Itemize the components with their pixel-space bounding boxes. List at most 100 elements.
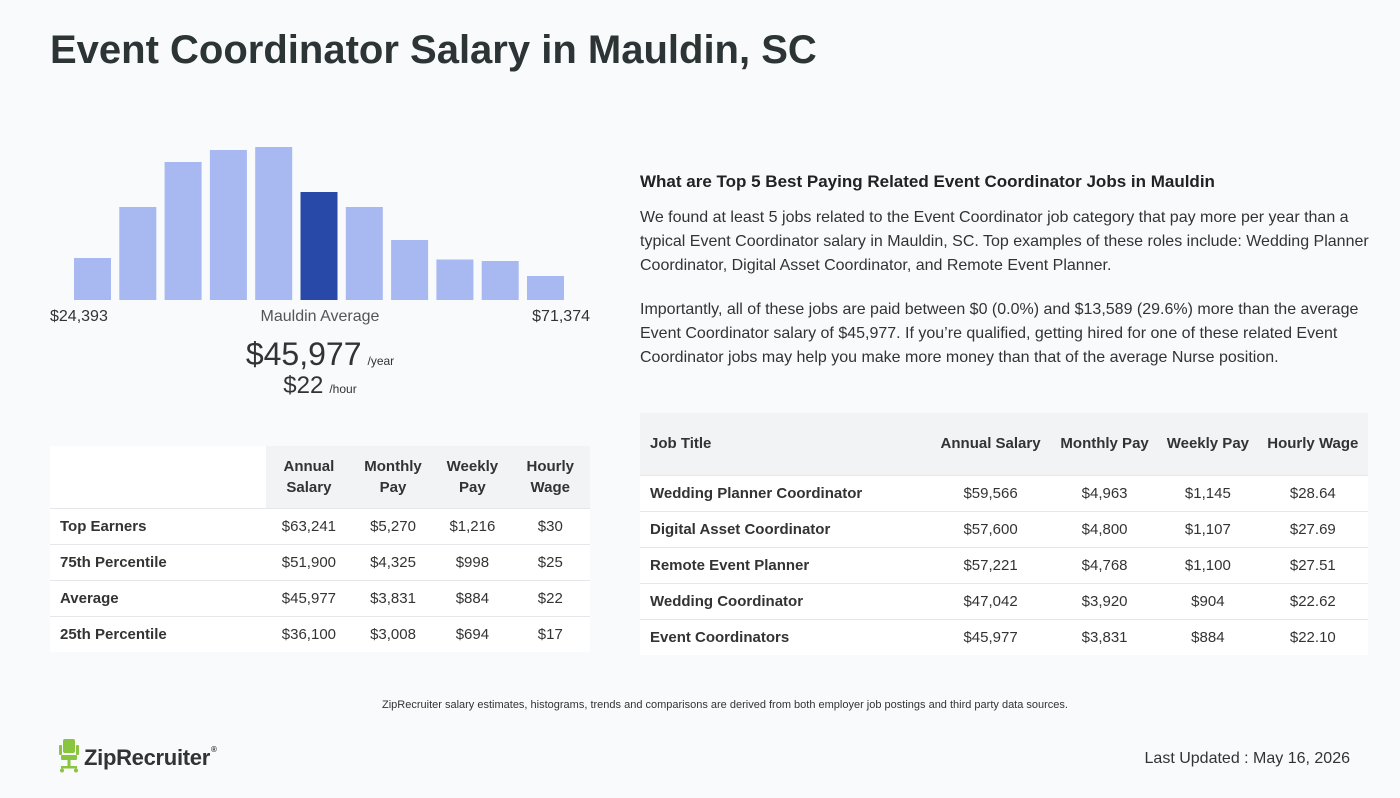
- header-monthly: Monthly Pay: [1051, 413, 1159, 475]
- percentile-cell: $51,900: [266, 543, 352, 580]
- job-cell: $57,600: [930, 510, 1052, 547]
- job-cell: $28.64: [1257, 474, 1368, 511]
- percentile-cell: $998: [434, 543, 511, 580]
- related-heading: What are Top 5 Best Paying Related Event…: [640, 172, 1215, 191]
- job-cell: $4,963: [1051, 474, 1159, 511]
- percentile-row: 75th Percentile $51,900 $4,325 $998 $25: [50, 543, 590, 580]
- header-hourly: Hourly Wage: [1257, 413, 1368, 475]
- job-row: Event Coordinators $45,977 $3,831 $884 $22.1…: [640, 618, 1368, 655]
- job-cell: $22.10: [1257, 618, 1368, 655]
- histogram-chart: [74, 147, 564, 300]
- histogram-bar: [164, 162, 202, 300]
- percentile-table: Annual Salary Monthly Pay Weekly Pay Hou…: [50, 446, 590, 652]
- related-jobs-table: Job Title Annual Salary Monthly Pay Week…: [640, 413, 1368, 655]
- chair-icon: [58, 738, 80, 778]
- histogram-bar: [119, 207, 157, 300]
- percentile-cell: $5,270: [351, 507, 435, 544]
- percentile-cell: $63,241: [266, 507, 352, 544]
- average-hourly-wage: $22/hour: [50, 372, 590, 400]
- header-weekly: Weekly Pay: [1158, 413, 1258, 475]
- percentile-cell: $30: [510, 507, 590, 544]
- percentile-table-header: Annual Salary Monthly Pay Weekly Pay Hou…: [50, 446, 590, 508]
- jobs-table-header: Job Title Annual Salary Monthly Pay Week…: [640, 413, 1368, 475]
- histogram-bar: [209, 150, 247, 300]
- job-cell: $22.62: [1257, 582, 1368, 619]
- percentile-cell: $22: [510, 579, 590, 616]
- histogram-bar: [255, 147, 293, 300]
- histogram-bar: [481, 261, 519, 300]
- histogram-bar: [345, 207, 383, 300]
- percentile-row-label: Average: [50, 579, 266, 616]
- histogram-bar: [436, 259, 474, 300]
- percentile-cell: $3,008: [351, 615, 435, 652]
- related-jobs-section: What are Top 5 Best Paying Related Event…: [640, 172, 1370, 390]
- percentile-cell: $45,977: [266, 579, 352, 616]
- job-cell: $3,831: [1051, 618, 1159, 655]
- histogram-min-label: $24,393: [50, 308, 108, 325]
- data-source-note: ZipRecruiter salary estimates, histogram…: [382, 699, 1068, 711]
- related-paragraph-2: Importantly, all of these jobs are paid …: [640, 301, 1359, 366]
- percentile-cell: $1,216: [434, 507, 511, 544]
- salary-histogram: [72, 140, 572, 300]
- job-row: Wedding Planner Coordinator $59,566 $4,963…: [640, 474, 1368, 511]
- percentile-row-label: Top Earners: [50, 507, 266, 544]
- job-cell: $27.69: [1257, 510, 1368, 547]
- job-row: Digital Asset Coordinator $57,600 $4,800 $1…: [640, 510, 1368, 547]
- job-row-label: Digital Asset Coordinator: [640, 510, 930, 547]
- job-cell: $4,768: [1051, 546, 1159, 583]
- annual-unit: /year: [367, 354, 395, 368]
- header-hourly: Hourly Wage: [510, 446, 590, 508]
- percentile-cell: $4,325: [351, 543, 435, 580]
- ziprecruiter-logo[interactable]: ZipRecruiter®: [58, 738, 217, 778]
- histogram-bar: [527, 276, 564, 300]
- job-cell: $59,566: [930, 474, 1052, 511]
- job-cell: $45,977: [930, 618, 1052, 655]
- job-cell: $1,100: [1158, 546, 1258, 583]
- percentile-cell: $884: [434, 579, 511, 616]
- percentile-row: Average $45,977 $3,831 $884 $22: [50, 579, 590, 616]
- job-cell: $47,042: [930, 582, 1052, 619]
- histogram-bar-average: [300, 192, 338, 300]
- histogram-bar: [74, 258, 111, 300]
- job-cell: $884: [1158, 618, 1258, 655]
- job-row-label: Remote Event Planner: [640, 546, 930, 583]
- job-cell: $904: [1158, 582, 1258, 619]
- header-weekly: Weekly Pay: [434, 446, 511, 508]
- job-cell: $4,800: [1051, 510, 1159, 547]
- header-annual: Annual Salary: [266, 446, 352, 508]
- average-annual-salary: $45,977/year: [50, 336, 590, 373]
- percentile-row-label: 75th Percentile: [50, 543, 266, 580]
- histogram-bar: [391, 240, 429, 300]
- percentile-cell: $3,831: [351, 579, 435, 616]
- job-row: Wedding Coordinator $47,042 $3,920 $904 $22.…: [640, 582, 1368, 619]
- header-blank: [50, 446, 266, 508]
- job-row-label: Wedding Coordinator: [640, 582, 930, 619]
- percentile-row: 25th Percentile $36,100 $3,008 $694 $17: [50, 615, 590, 652]
- header-monthly: Monthly Pay: [351, 446, 435, 508]
- histogram-average-label: Mauldin Average: [260, 308, 380, 325]
- job-cell: $1,107: [1158, 510, 1258, 547]
- job-cell: $1,145: [1158, 474, 1258, 511]
- percentile-row: Top Earners $63,241 $5,270 $1,216 $30: [50, 507, 590, 544]
- job-row-label: Wedding Planner Coordinator: [640, 474, 930, 511]
- header-job-title: Job Title: [640, 413, 930, 475]
- hourly-unit: /hour: [329, 382, 357, 396]
- logo-text: ZipRecruiter®: [84, 745, 217, 770]
- job-row: Remote Event Planner $57,221 $4,768 $1,100 $…: [640, 546, 1368, 583]
- page-title: Event Coordinator Salary in Mauldin, SC: [50, 28, 817, 72]
- job-row-label: Event Coordinators: [640, 618, 930, 655]
- percentile-cell: $694: [434, 615, 511, 652]
- job-cell: $3,920: [1051, 582, 1159, 619]
- related-paragraph-1: We found at least 5 jobs related to the …: [640, 209, 1369, 274]
- job-cell: $27.51: [1257, 546, 1368, 583]
- annual-value: $45,977: [245, 336, 362, 372]
- histogram-max-label: $71,374: [532, 308, 590, 325]
- percentile-row-label: 25th Percentile: [50, 615, 266, 652]
- hourly-value: $22: [283, 372, 324, 399]
- percentile-cell: $25: [510, 543, 590, 580]
- job-cell: $57,221: [930, 546, 1052, 583]
- percentile-cell: $17: [510, 615, 590, 652]
- header-annual: Annual Salary: [930, 413, 1052, 475]
- percentile-cell: $36,100: [266, 615, 352, 652]
- last-updated: Last Updated : May 16, 2026: [1144, 750, 1350, 767]
